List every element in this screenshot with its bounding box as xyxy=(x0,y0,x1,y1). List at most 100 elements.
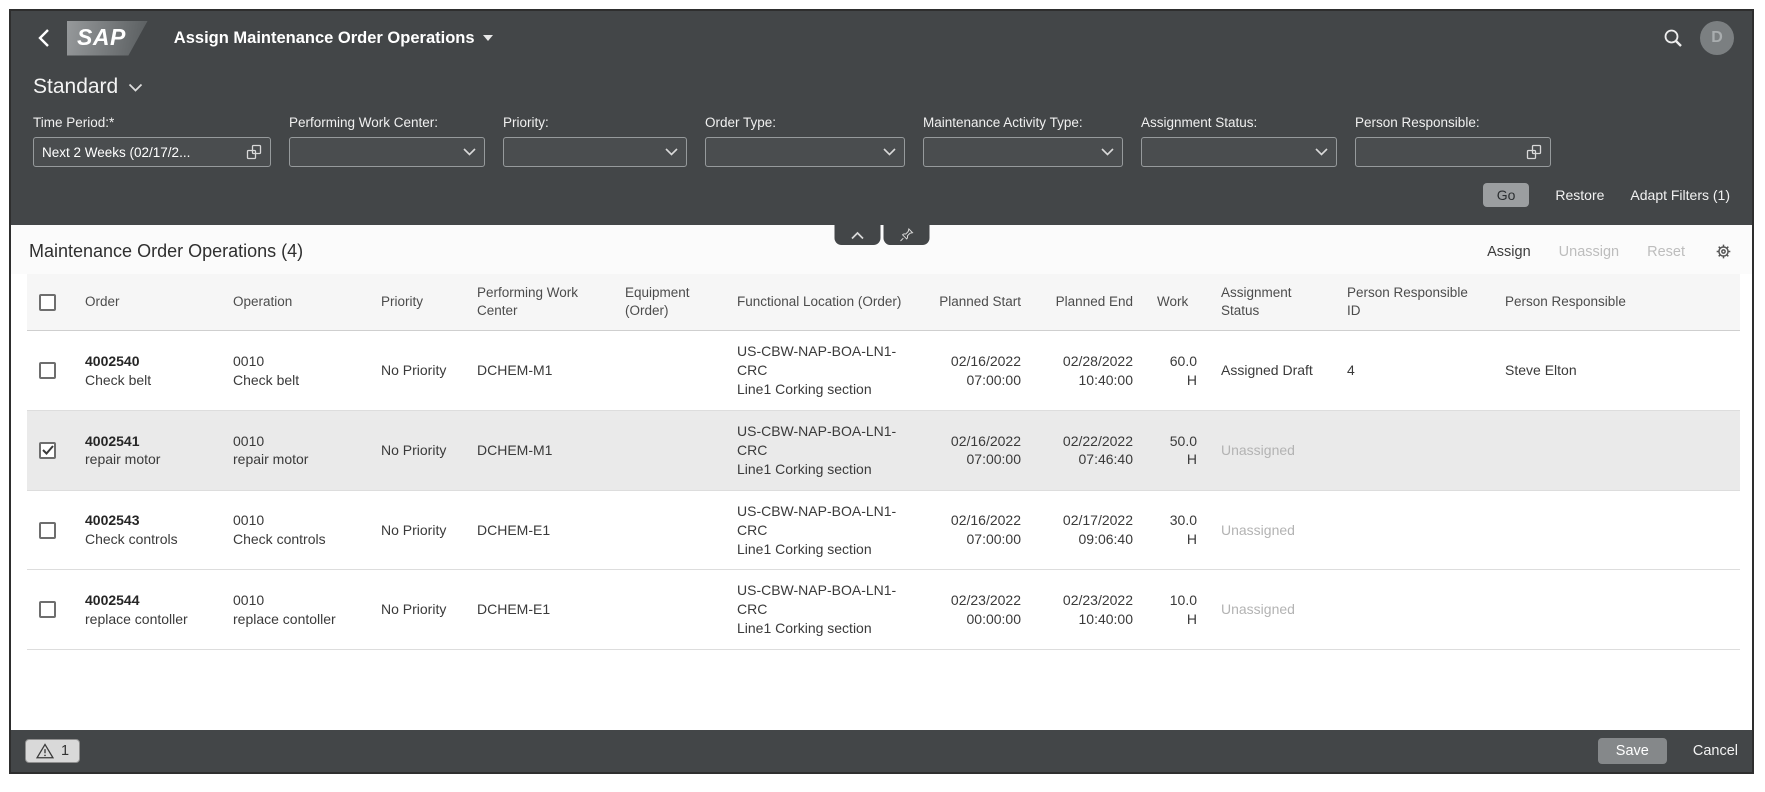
shell-and-filterbar: SAP Assign Maintenance Order Operations … xyxy=(11,11,1752,245)
assignment-status-value: Unassigned xyxy=(1221,442,1295,458)
work-unit: H xyxy=(1186,531,1197,548)
activity-type-select[interactable] xyxy=(923,137,1123,167)
functional-location-code: US-CBW-NAP-BOA-LN1-CRC xyxy=(737,343,897,379)
warnings-button[interactable]: 1 xyxy=(25,739,81,763)
select-all-checkbox[interactable] xyxy=(39,293,56,311)
operation-desc: repair motor xyxy=(233,451,309,468)
footer-bar: 1 Save Cancel xyxy=(11,730,1752,772)
person-responsible-value: Steve Elton xyxy=(1505,362,1577,379)
work-value: 10.0 xyxy=(1169,591,1197,608)
value-help-icon[interactable] xyxy=(246,144,262,160)
col-order[interactable]: Order xyxy=(73,274,221,332)
priority-value: No Priority xyxy=(381,601,447,618)
planned-start-time: 07:00:00 xyxy=(966,371,1022,388)
filter-bar: Time Period:* Next 2 Weeks (02/17/2... P… xyxy=(11,101,1752,167)
table-row[interactable]: 4002541 repair motor 0010 repair motor No … xyxy=(27,410,1740,491)
priority-select[interactable] xyxy=(503,137,687,167)
value-help-icon[interactable] xyxy=(1526,144,1542,160)
planned-end-time: 10:40:00 xyxy=(1078,610,1134,627)
chevron-down-icon xyxy=(1315,148,1328,156)
time-period-input[interactable]: Next 2 Weeks (02/17/2... xyxy=(33,137,271,167)
work-center-value: DCHEM-E1 xyxy=(477,521,551,538)
order-type-label: Order Type: xyxy=(705,115,777,130)
work-value: 30.0 xyxy=(1169,512,1197,529)
priority-value: No Priority xyxy=(381,442,447,458)
col-planned-end[interactable]: Planned End xyxy=(1033,274,1145,332)
app-title-menu[interactable]: Assign Maintenance Order Operations xyxy=(174,29,493,48)
collapse-filterbar-button[interactable] xyxy=(834,225,880,245)
work-value: 60.0 xyxy=(1169,352,1197,369)
functional-location-code: US-CBW-NAP-BOA-LN1-CRC xyxy=(737,423,897,458)
order-id[interactable]: 4002543 xyxy=(85,512,140,529)
assignment-status-value: Assigned Draft xyxy=(1221,362,1313,379)
operation-id: 0010 xyxy=(233,591,265,608)
planned-start-date: 02/16/2022 xyxy=(950,512,1021,529)
sap-logo: SAP xyxy=(67,20,148,56)
chevron-down-icon xyxy=(665,148,678,156)
pin-filterbar-button[interactable] xyxy=(883,225,929,245)
col-operation[interactable]: Operation xyxy=(221,274,369,332)
chevron-left-icon xyxy=(37,29,49,47)
col-priority[interactable]: Priority xyxy=(369,274,465,332)
shell-header: SAP Assign Maintenance Order Operations … xyxy=(11,11,1752,65)
order-id[interactable]: 4002544 xyxy=(85,591,140,608)
row-checkbox[interactable] xyxy=(39,362,56,380)
settings-gear-icon[interactable] xyxy=(1713,241,1734,262)
person-responsible-input[interactable] xyxy=(1355,137,1551,167)
order-type-select[interactable] xyxy=(705,137,905,167)
row-checkbox[interactable] xyxy=(39,521,56,539)
unassign-button[interactable]: Unassign xyxy=(1558,243,1620,260)
table-row[interactable]: 4002544 replace contoller 0010 replace con… xyxy=(27,569,1740,651)
search-icon[interactable] xyxy=(1662,27,1684,49)
table-panel: Maintenance Order Operations (4) Assign … xyxy=(11,225,1752,730)
variant-name: Standard xyxy=(33,75,119,98)
variant-selector[interactable]: Standard xyxy=(33,75,143,99)
adapt-filters-button[interactable]: Adapt Filters (1) xyxy=(1630,187,1730,203)
back-button[interactable] xyxy=(29,24,57,52)
chevron-down-icon xyxy=(129,83,143,92)
work-center-select[interactable] xyxy=(289,137,485,167)
planned-end-time: 09:06:40 xyxy=(1078,531,1134,548)
activity-type-label: Maintenance Activity Type: xyxy=(923,115,1083,130)
restore-button[interactable]: Restore xyxy=(1555,187,1605,203)
functional-location-desc: Line1 Corking section xyxy=(737,381,872,398)
row-checkbox[interactable] xyxy=(39,601,56,619)
work-value: 50.0 xyxy=(1169,432,1197,449)
warning-count: 1 xyxy=(61,743,70,759)
work-unit: H xyxy=(1186,371,1197,388)
functional-location-desc: Line1 Corking section xyxy=(737,460,872,477)
work-unit: H xyxy=(1186,451,1197,468)
planned-end-date: 02/22/2022 xyxy=(1062,432,1133,449)
table-title: Maintenance Order Operations (4) xyxy=(29,241,304,261)
operation-desc: Check controls xyxy=(233,531,326,548)
assign-button[interactable]: Assign xyxy=(1487,243,1531,260)
assignment-status-value: Unassigned xyxy=(1221,601,1295,618)
col-person-responsible-id[interactable]: Person Responsible ID xyxy=(1335,274,1493,332)
cancel-button[interactable]: Cancel xyxy=(1692,743,1738,759)
priority-value: No Priority xyxy=(381,362,447,379)
table-row[interactable]: 4002540 Check belt 0010 Check belt No Prio… xyxy=(27,330,1740,412)
reset-button[interactable]: Reset xyxy=(1647,243,1685,260)
avatar[interactable]: D xyxy=(1700,21,1734,55)
time-period-label: Time Period:* xyxy=(33,115,115,130)
col-planned-start[interactable]: Planned Start xyxy=(921,274,1033,332)
go-button[interactable]: Go xyxy=(1482,183,1530,207)
col-work[interactable]: Work xyxy=(1145,274,1209,332)
save-button[interactable]: Save xyxy=(1597,738,1667,764)
planned-start-time: 00:00:00 xyxy=(966,610,1022,627)
assignment-status-select[interactable] xyxy=(1141,137,1337,167)
col-functional-location[interactable]: Functional Location (Order) xyxy=(725,274,921,332)
col-equipment[interactable]: Equipment (Order) xyxy=(613,274,725,332)
col-person-responsible[interactable]: Person Responsible xyxy=(1493,274,1643,332)
row-checkbox[interactable] xyxy=(39,441,56,459)
chevron-up-icon xyxy=(850,231,864,239)
table-row[interactable]: 4002543 Check controls 0010 Check controls… xyxy=(27,490,1740,571)
order-id[interactable]: 4002541 xyxy=(85,432,140,449)
col-work-center[interactable]: Performing Work Center xyxy=(465,274,613,332)
planned-start-date: 02/16/2022 xyxy=(950,432,1021,449)
col-assignment-status[interactable]: Assignment Status xyxy=(1209,274,1335,332)
order-id[interactable]: 4002540 xyxy=(85,352,140,369)
priority-label: Priority: xyxy=(503,115,549,130)
person-responsible-label: Person Responsible: xyxy=(1355,115,1480,130)
order-desc: Check controls xyxy=(85,531,178,548)
